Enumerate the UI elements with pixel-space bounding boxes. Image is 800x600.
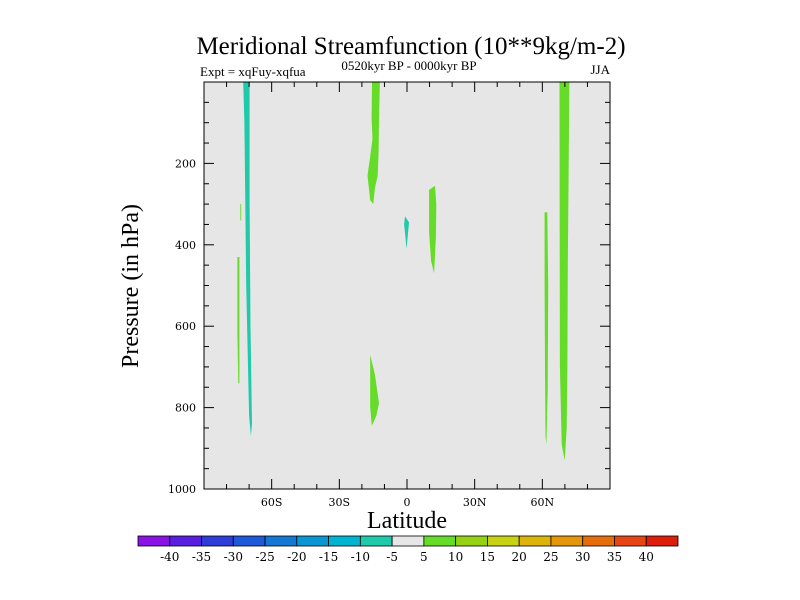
colorbar-label: 40 bbox=[639, 550, 654, 564]
colorbar-label: -25 bbox=[255, 550, 274, 564]
colorbar-label: -10 bbox=[351, 550, 370, 564]
colorbar-swatch bbox=[359, 535, 393, 547]
colorbar-swatch bbox=[614, 535, 647, 547]
contour-region-4 bbox=[367, 82, 380, 205]
colorbar-swatch bbox=[169, 535, 202, 547]
contour-region-3 bbox=[237, 257, 240, 384]
colorbar-swatch bbox=[201, 535, 234, 547]
contour-region-9 bbox=[559, 82, 570, 461]
colorbar-swatch bbox=[645, 535, 679, 547]
colorbar-swatch bbox=[518, 535, 552, 547]
colorbar-label: 30 bbox=[575, 550, 590, 564]
x-tick-label: 0 bbox=[404, 496, 411, 509]
colorbar-label: -5 bbox=[386, 550, 398, 564]
colorbar-swatch bbox=[232, 535, 266, 547]
contour-region-2 bbox=[240, 204, 242, 221]
experiment-label: Expt = xqFuy-xqfua bbox=[200, 64, 306, 79]
colorbar-swatch bbox=[423, 535, 457, 547]
contour-region-8 bbox=[544, 212, 549, 445]
y-tick-label: 600 bbox=[175, 320, 196, 333]
y-axis-label: Pressure (in hPa) bbox=[118, 204, 144, 368]
colorbar-swatch bbox=[296, 535, 329, 547]
colorbar-label: -40 bbox=[160, 550, 179, 564]
colorbar-swatch bbox=[582, 535, 615, 547]
colorbar-label: -35 bbox=[192, 550, 211, 564]
y-tick-label: 200 bbox=[175, 157, 196, 170]
colorbar-label: 10 bbox=[448, 550, 463, 564]
colorbar-label: 35 bbox=[607, 550, 622, 564]
colorbar-label: -30 bbox=[224, 550, 243, 564]
period-label: 0520kyr BP - 0000kyr BP bbox=[341, 58, 476, 73]
x-tick-label: 60N bbox=[531, 496, 555, 509]
plot-area bbox=[204, 82, 610, 489]
x-tick-label: 60S bbox=[261, 496, 283, 509]
colorbar-label: 5 bbox=[420, 550, 428, 564]
colorbar-swatch bbox=[328, 535, 361, 547]
contour-region-6 bbox=[429, 185, 437, 274]
colorbar-label: -15 bbox=[319, 550, 338, 564]
contour-region-1 bbox=[243, 82, 252, 437]
y-tick-label: 1000 bbox=[168, 483, 196, 496]
chart-title: Meridional Streamfunction (10**9kg/m-2) bbox=[196, 33, 625, 60]
x-axis-label: Latitude bbox=[367, 508, 447, 534]
colorbar-label: 15 bbox=[480, 550, 495, 564]
x-tick-label: 30N bbox=[463, 496, 487, 509]
y-tick-label: 400 bbox=[175, 239, 196, 252]
colorbar-label: -20 bbox=[287, 550, 306, 564]
colorbar-label: 20 bbox=[512, 550, 527, 564]
colorbar-swatch bbox=[455, 535, 488, 547]
season-label: JJA bbox=[590, 62, 610, 77]
colorbar-swatch bbox=[391, 535, 425, 547]
x-tick-label: 30S bbox=[329, 496, 351, 509]
contour-region-7 bbox=[370, 354, 379, 426]
colorbar-swatch bbox=[137, 535, 171, 547]
colorbar-swatch bbox=[487, 535, 520, 547]
colorbar-swatch bbox=[264, 535, 298, 547]
colorbar-swatch bbox=[550, 535, 584, 547]
y-tick-label: 800 bbox=[175, 402, 196, 415]
colorbar-label: 25 bbox=[543, 550, 558, 564]
contour-region-5 bbox=[404, 216, 409, 249]
